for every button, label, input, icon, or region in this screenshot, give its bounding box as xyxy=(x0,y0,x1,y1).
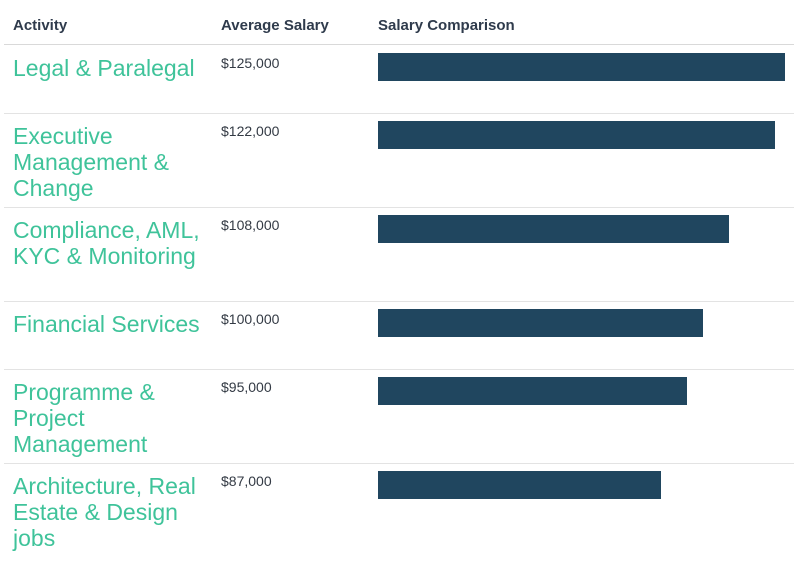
salary-bar xyxy=(378,377,687,405)
salary-value: $100,000 xyxy=(221,311,280,327)
salary-bar xyxy=(378,53,785,81)
table-row: Legal & Paralegal $125,000 xyxy=(4,45,794,114)
activity-label: Financial Services xyxy=(13,311,200,337)
header-activity: Activity xyxy=(13,17,68,34)
salary-value: $95,000 xyxy=(221,379,272,395)
salary-value: $125,000 xyxy=(221,55,280,71)
table-row: Programme & Project Management $95,000 xyxy=(4,369,794,464)
salary-value: $108,000 xyxy=(221,217,280,233)
table-header: Activity Average Salary Salary Compariso… xyxy=(4,0,794,45)
bar-track xyxy=(378,470,788,500)
table-row: Architecture, Real Estate & Design jobs $… xyxy=(4,463,794,562)
salary-value: $87,000 xyxy=(221,473,272,489)
salary-bar xyxy=(378,215,729,243)
bar-track xyxy=(378,376,788,406)
table-row: Executive Management & Change $122,000 xyxy=(4,113,794,208)
table-row: Compliance, AML, KYC & Monitoring $108,00… xyxy=(4,207,794,302)
bar-track xyxy=(378,52,788,82)
bar-track xyxy=(378,308,788,338)
salary-value: $122,000 xyxy=(221,123,280,139)
bar-track xyxy=(378,214,788,244)
table-row: Financial Services $100,000 xyxy=(4,301,794,370)
activity-label: Legal & Paralegal xyxy=(13,55,195,81)
bar-track xyxy=(378,120,788,150)
salary-bar xyxy=(378,309,703,337)
activity-label: Architecture, Real Estate & Design jobs xyxy=(13,473,196,551)
activity-label: Compliance, AML, KYC & Monitoring xyxy=(13,217,200,269)
activity-label: Executive Management & Change xyxy=(13,123,169,201)
header-average-salary: Average Salary xyxy=(221,17,329,34)
header-salary-comparison: Salary Comparison xyxy=(378,17,515,34)
salary-bar xyxy=(378,121,775,149)
salary-bar xyxy=(378,471,661,499)
activity-label: Programme & Project Management xyxy=(13,379,155,457)
